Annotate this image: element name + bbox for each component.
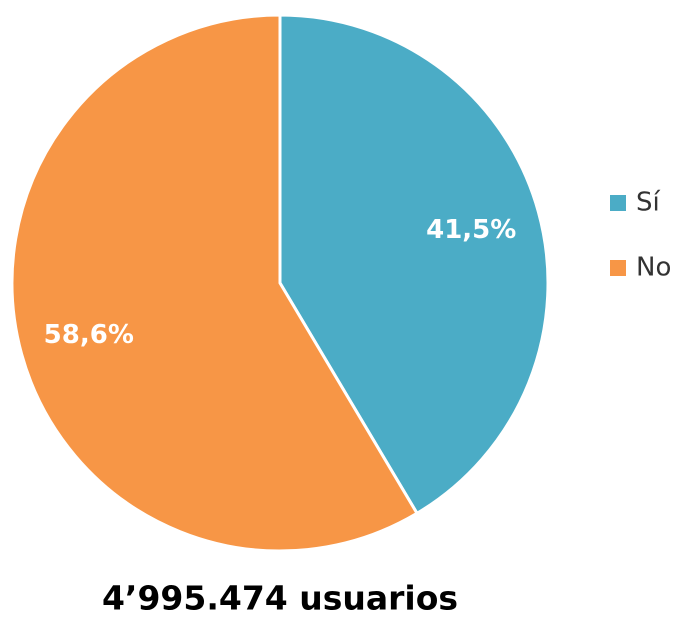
pie-slice (10, 13, 420, 553)
legend-swatch (610, 195, 626, 211)
pie-slice (278, 13, 550, 516)
chart-title: 4’995.474 usuarios (102, 579, 458, 618)
data-label: 41,5% (426, 215, 516, 245)
legend-label: No (636, 253, 671, 283)
data-label: 58,6% (44, 320, 134, 350)
legend-label: Sí (636, 188, 661, 218)
legend-swatch (610, 260, 626, 276)
